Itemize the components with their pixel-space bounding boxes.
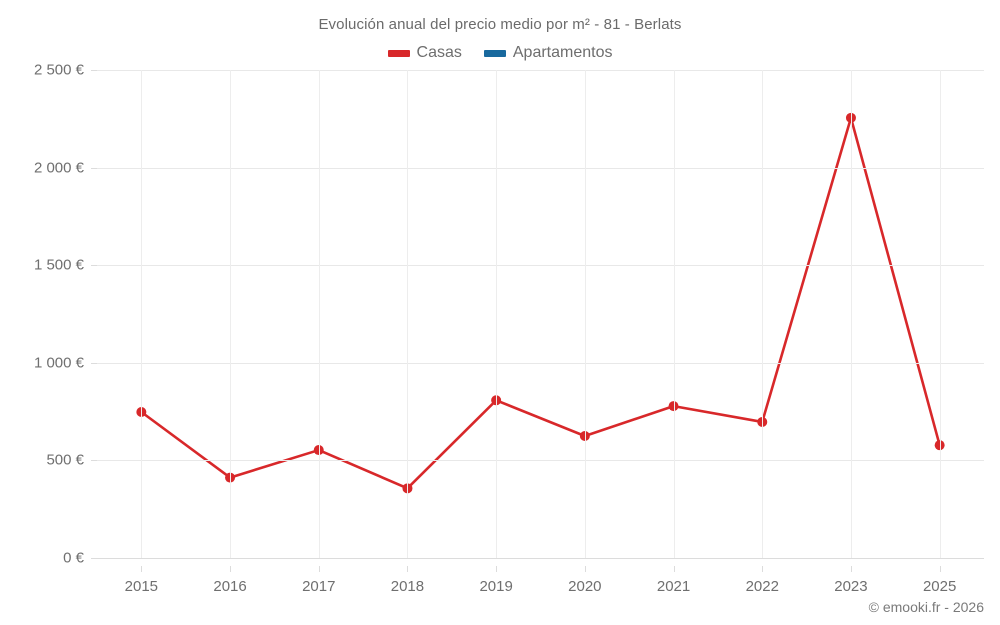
x-tick-mark [230, 566, 232, 572]
x-tick-label: 2015 [124, 578, 159, 595]
x-tick-mark [407, 566, 409, 572]
x-tick-mark [496, 566, 498, 572]
x-tick-mark [673, 566, 675, 572]
gridline-y [97, 265, 984, 267]
legend-swatch-casas [387, 49, 410, 57]
y-tick-label: 500 € [46, 451, 84, 469]
y-tick-label: 1 000 € [33, 354, 84, 372]
x-tick-mark [584, 566, 586, 572]
x-tick-label: 2021 [656, 578, 691, 595]
y-tick-mark [91, 362, 97, 364]
legend-swatch-apartamentos [483, 49, 506, 57]
legend-label-apartamentos: Apartamentos [512, 44, 613, 61]
gridline-x [584, 70, 586, 558]
x-tick-label: 2022 [745, 578, 779, 595]
y-axis-labels: 0 € 500 € 1 000 € 1 500 € 2 000 € 2 500 € [0, 62, 84, 567]
x-tick-label: 2017 [302, 578, 336, 595]
gridline-y [97, 167, 984, 169]
x-tick-mark [850, 566, 852, 572]
x-tick-mark [141, 566, 143, 572]
series-line-casas [140, 116, 941, 490]
footer-credit: © emooki.fr - 2026 [868, 599, 984, 615]
x-tick-label: 2019 [479, 578, 513, 595]
y-tick-mark [91, 265, 97, 267]
chart-title: Evolución anual del precio medio por m² … [318, 16, 682, 33]
chart-legend: Casas Apartamentos [0, 44, 1000, 62]
x-tick-label: 2018 [390, 578, 425, 595]
x-tick-label: 2020 [568, 578, 602, 595]
gridline-y [97, 460, 984, 462]
gridline-x [141, 70, 143, 558]
y-tick-mark [91, 70, 97, 71]
gridline-x [850, 70, 852, 558]
legend-item-casas[interactable]: Casas [387, 44, 462, 62]
y-tick-mark [91, 167, 97, 169]
x-tick-mark [762, 566, 764, 572]
x-tick-label: 2023 [834, 578, 868, 595]
gridline-y [97, 558, 984, 559]
legend-label-casas: Casas [416, 44, 462, 61]
y-tick-label: 1 500 € [33, 256, 84, 274]
y-tick-label: 2 000 € [33, 159, 84, 177]
x-tick-mark [939, 566, 941, 572]
gridline-x [496, 70, 498, 558]
gridline-x [318, 70, 320, 558]
gridline-x [762, 70, 764, 558]
gridline-x [230, 70, 232, 558]
gridline-y [97, 70, 984, 71]
x-axis-labels: 2015 2016 2017 2018 2019 2020 2021 2022 2023 2025 [97, 566, 984, 595]
gridline-x [939, 70, 941, 558]
gridline-x [407, 70, 409, 558]
y-tick-mark [91, 460, 97, 462]
legend-item-apartamentos[interactable]: Apartamentos [483, 44, 613, 62]
x-tick-label: 2025 [922, 578, 957, 595]
y-tick-mark [91, 558, 97, 559]
x-tick-mark [318, 566, 320, 572]
gridline-x [673, 70, 675, 558]
gridline-y [97, 362, 984, 364]
y-tick-label: 2 500 € [33, 61, 84, 79]
x-tick-label: 2016 [213, 578, 247, 595]
y-tick-label: 0 € [63, 549, 84, 567]
plot-area [91, 70, 984, 559]
